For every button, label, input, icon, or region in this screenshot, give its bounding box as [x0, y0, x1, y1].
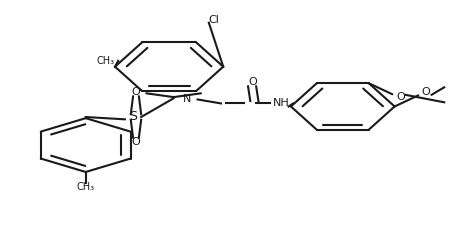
- Text: O: O: [422, 88, 431, 97]
- Text: O: O: [396, 92, 405, 102]
- Text: NH: NH: [272, 98, 290, 108]
- Text: S: S: [129, 110, 137, 124]
- Text: O: O: [248, 77, 257, 87]
- Text: Cl: Cl: [209, 15, 220, 25]
- Text: N: N: [183, 95, 191, 104]
- Text: CH₃: CH₃: [77, 182, 95, 192]
- Text: O: O: [131, 88, 140, 97]
- Text: O: O: [131, 137, 140, 146]
- Text: CH₃: CH₃: [96, 56, 114, 66]
